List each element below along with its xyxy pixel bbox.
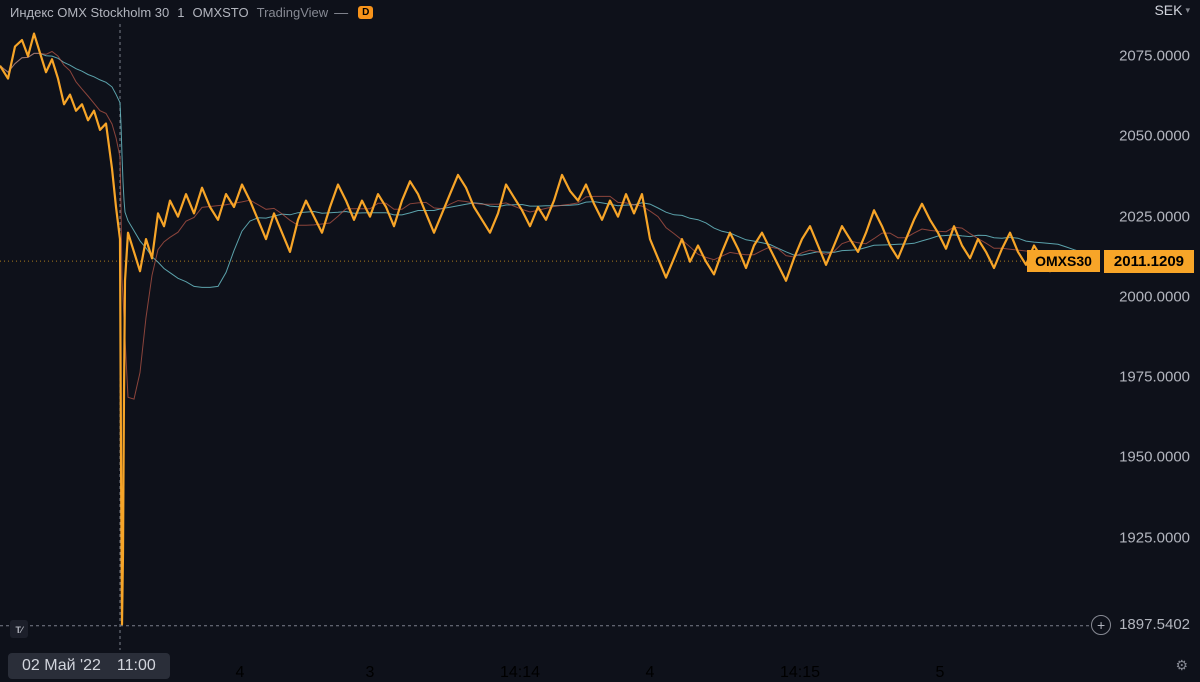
last-price-value: 2011.1209: [1104, 250, 1194, 273]
last-price-tag: OMXS30 2011.1209: [1027, 249, 1194, 273]
chart-area[interactable]: [0, 24, 1200, 650]
x-tick-label: 4: [646, 664, 655, 682]
y-tick-label: 2050.0000: [1119, 128, 1190, 145]
currency-selector[interactable]: SEK ▾: [1154, 2, 1190, 18]
cursor-date: 02 Май '22: [22, 657, 101, 675]
instrument-title[interactable]: Индекс OMX Stockholm 30: [10, 5, 169, 20]
low-price-tag: + 1897.5402: [1091, 615, 1190, 635]
y-tick-label: 2000.0000: [1119, 288, 1190, 305]
exchange-label[interactable]: OMXSTO: [193, 5, 249, 20]
y-tick-label: 1950.0000: [1119, 449, 1190, 466]
tradingview-logo-icon[interactable]: T⁄: [10, 620, 28, 638]
x-tick-label: 5: [936, 664, 945, 682]
low-price-value: 1897.5402: [1119, 616, 1190, 633]
settings-icon[interactable]: ⚙: [1175, 657, 1188, 674]
chart-header: Индекс OMX Stockholm 30 1 OMXSTO Trading…: [0, 0, 1200, 24]
x-tick-label: 3: [366, 664, 375, 682]
y-axis-labels: 2075.0000 2050.0000 2025.0000 2000.0000 1975…: [1100, 24, 1200, 650]
time-axis-bar: 02 Май '22 11:00 4 3 14:14 4 14:15 5 ⚙: [0, 650, 1200, 682]
x-tick-label: 4: [236, 664, 245, 682]
y-tick-label: 1975.0000: [1119, 369, 1190, 386]
add-price-icon[interactable]: +: [1091, 615, 1111, 635]
y-tick-label: 1925.0000: [1119, 529, 1190, 546]
chevron-down-icon: ▾: [1185, 5, 1190, 16]
price-chart[interactable]: [0, 24, 1200, 650]
cursor-time: 11:00: [117, 657, 156, 675]
cursor-datetime-pill: 02 Май '22 11:00: [8, 653, 170, 679]
x-tick-label: 14:15: [780, 664, 820, 682]
symbol-badge: OMXS30: [1027, 250, 1100, 272]
currency-label: SEK: [1154, 2, 1182, 18]
delayed-badge: D: [358, 6, 373, 19]
y-tick-label: 2075.0000: [1119, 48, 1190, 65]
collapse-icon[interactable]: —: [334, 4, 348, 20]
interval-label[interactable]: 1: [177, 5, 184, 20]
x-tick-label: 14:14: [500, 664, 540, 682]
y-tick-label: 2025.0000: [1119, 208, 1190, 225]
brand-label: TradingView: [257, 5, 329, 20]
